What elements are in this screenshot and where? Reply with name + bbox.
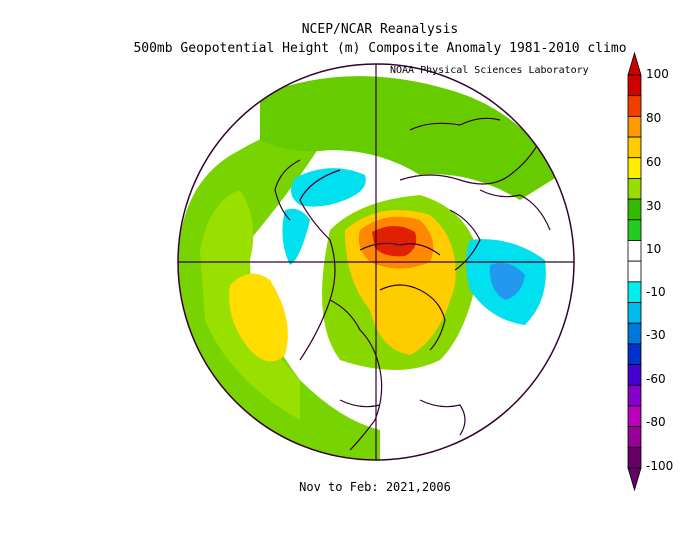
colorbar-tick-label: 30 (646, 199, 662, 213)
colorbar-segment (627, 281, 642, 303)
colorbar-top-arrow (627, 51, 642, 76)
colorbar-segment (627, 343, 642, 365)
colorbar-tick-label: -10 (646, 285, 666, 299)
colorbar-segment (627, 115, 642, 138)
colorbar-segment (627, 302, 642, 324)
colorbar-segment (627, 219, 642, 241)
cyan-canada (291, 168, 366, 207)
colorbar-segment (627, 178, 642, 200)
colorbar-tick-label: 100 (646, 67, 669, 81)
colorbar-tick-label: -80 (646, 415, 666, 429)
map-border (177, 63, 575, 461)
colorbar-segment (627, 260, 642, 283)
period-label: Nov to Feb: 2021,2006 (299, 480, 451, 494)
colorbar-segment (627, 136, 642, 159)
red-arctic (372, 226, 417, 257)
colorbar-tick-label: 80 (646, 111, 662, 125)
colorbar-bottom-arrow (627, 467, 642, 492)
colorbar-segment (627, 240, 642, 262)
yellow-pacific (229, 273, 288, 362)
coastlines (274, 117, 551, 451)
colorbar-tick-label: 60 (646, 155, 662, 169)
colorbar-segment (627, 426, 642, 448)
title-line-2: 500mb Geopotential Height (m) Composite … (133, 41, 627, 56)
colorbar-tick-label: -30 (646, 328, 666, 342)
colorbar-segment (627, 198, 642, 221)
colorbar-segment (627, 74, 642, 97)
credit-label: NOAA Physical Sciences Laboratory (390, 65, 589, 76)
colorbar-segment (627, 95, 642, 117)
colorbar-segment (627, 384, 642, 407)
colorbar-segment (627, 322, 642, 345)
colorbar-segment (627, 446, 642, 469)
cyan-alaska (282, 208, 310, 265)
blue-europe (489, 262, 525, 300)
colorbar-segment (627, 157, 642, 179)
colorbar-tick-label: -60 (646, 372, 666, 386)
colorbar-segment (627, 364, 642, 386)
colorbar-tick-label: -100 (646, 459, 674, 473)
green-band-north (260, 76, 560, 200)
colorbar-segment (627, 405, 642, 428)
colorbar-tick-label: 10 (646, 242, 662, 256)
title-line-1: NCEP/NCAR Reanalysis (301, 22, 459, 37)
